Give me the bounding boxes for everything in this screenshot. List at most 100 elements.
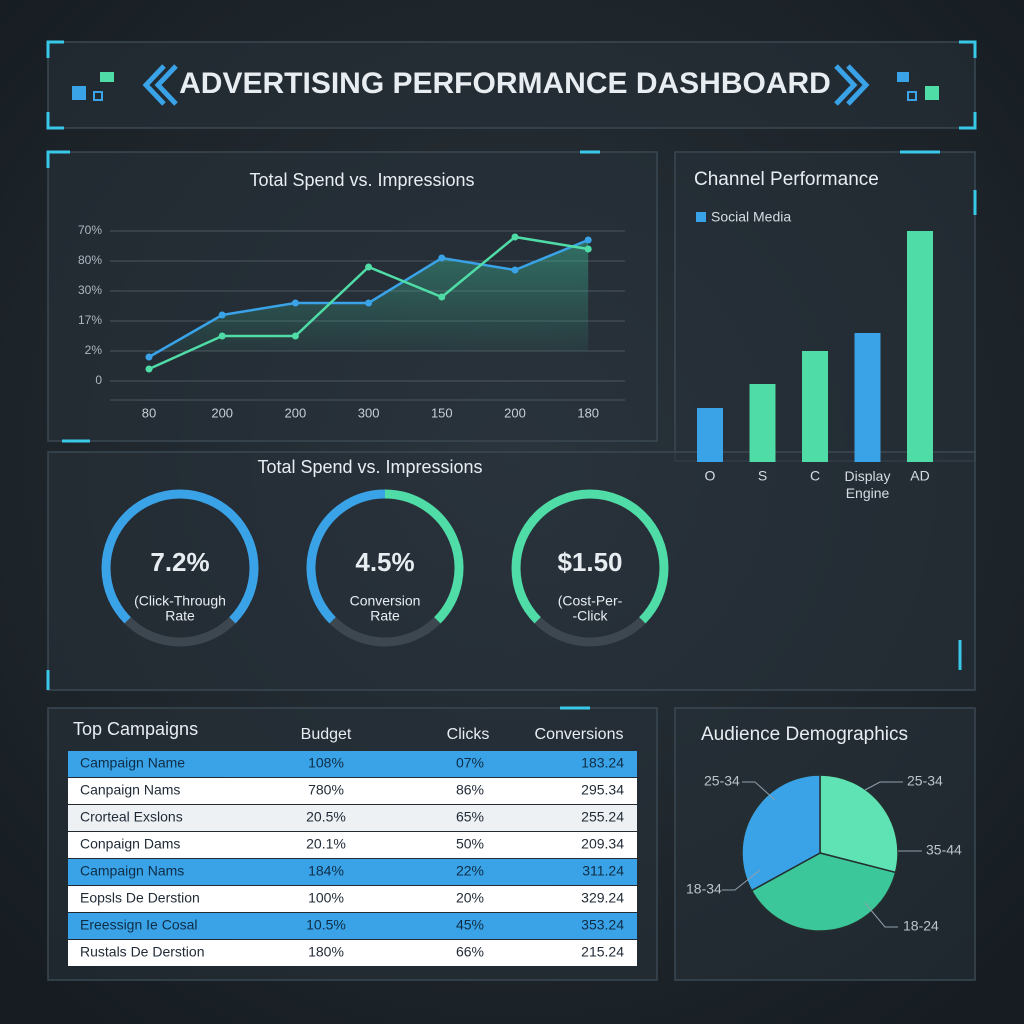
table-row [68,832,637,858]
table-cell: 353.24 [581,917,624,933]
chevron-left [142,64,178,106]
leader-line [722,869,761,891]
pie-slice [750,852,897,932]
line-chart-title: Total Spend vs. Impressions [249,170,474,190]
x-tick-label: 150 [431,405,453,420]
table-cell: 295.34 [581,782,624,798]
x-tick-label: AD [910,468,929,484]
table-row [68,805,637,831]
gauge-arc [306,489,386,624]
table-cell: 184% [308,863,344,879]
bar [749,384,776,462]
table-cell: 22% [456,863,484,879]
table-cell: 20.5% [306,809,346,825]
panel-corners [46,150,977,710]
x-tick-label: 180 [577,405,599,420]
table-cell: 86% [456,782,484,798]
table-header: Clicks [447,726,490,743]
legend-swatch [696,212,706,222]
table-cell: 329.24 [581,890,624,906]
point [365,299,373,307]
x-tick-label: 80 [142,405,156,420]
y-tick-label: 30% [78,283,102,297]
table-cell: 108% [308,755,344,771]
x-tick-label: 200 [211,405,233,420]
pie-annotation: 18-24 [903,918,939,934]
kpi-label: -Click [573,608,609,624]
table-row [68,886,637,912]
point [145,353,153,361]
header-frame [47,41,976,129]
table-cell: 10.5% [306,917,346,933]
point [584,236,592,244]
leader-line [864,781,903,791]
x-tick-label: S [758,468,767,484]
table-cell: Conpaign Dams [80,836,180,852]
table-cell: 20% [456,890,484,906]
bar [907,231,933,462]
table-cell: 209.34 [581,836,624,852]
pie-annotation: 35-44 [926,842,962,858]
icon-right [897,72,939,101]
kpi-panel [47,451,976,691]
point [218,311,226,319]
table-cell: Eopsls De Derstion [80,890,200,906]
leader-line [742,781,776,801]
pie-annotation: 25-34 [907,773,943,789]
table-cell: 65% [456,809,484,825]
leader-line [864,902,898,928]
bar [854,333,881,462]
point [145,365,153,373]
table-row [68,751,637,777]
table-header: Budget [301,726,352,743]
x-tick-label: Display Engine [845,468,891,501]
table-cell: 311.24 [582,863,624,879]
table-cell: Ereessign Ie Cosal [80,917,198,933]
kpi-title: Total Spend vs. Impressions [257,457,482,477]
table-cell: Crorteal Exslons [80,809,183,825]
gauge-arc [511,489,669,624]
icon-left [72,72,114,101]
table-cell: Campaign Nams [80,863,184,879]
bar [697,408,723,462]
table-cell: 50% [456,836,484,852]
bar [802,351,828,462]
x-tick-label: O [705,468,716,484]
header-corners [46,40,977,130]
dashboard-title: ADVERTISING PERFORMANCE DASHBOARD [179,67,831,100]
table-title: Top Campaigns [73,719,198,739]
pie-slice [819,774,899,874]
table-cell: 20.1% [306,836,346,852]
gauge-track [534,617,646,647]
kpi-label: (Click-Through [134,593,226,609]
legend-label: Social Media [711,209,791,225]
table-cell: 66% [456,944,484,960]
point [584,245,592,253]
table-row [68,778,637,804]
x-tick-label: 200 [504,405,526,420]
table-header: Conversions [535,726,624,743]
table-cell: 07% [456,755,484,771]
y-tick-label: 80% [78,253,102,267]
y-tick-label: 2% [85,343,103,357]
point [511,266,519,274]
x-tick-label: 200 [285,405,307,420]
table-row [68,913,637,939]
table-cell: 215.24 [581,944,624,960]
table-cell: Canpaign Nams [80,782,180,798]
table-cell: 180% [308,944,344,960]
area [149,240,589,357]
kpi-value: $1.50 [557,547,622,577]
table-cell: Rustals De Derstion [80,944,205,960]
kpi-label: Rate [370,608,400,624]
table-cell: Campaign Name [80,755,185,771]
gauge-track [124,617,236,647]
pie-annotation: 18-34 [686,881,722,897]
table-cell: 183.24 [581,755,624,771]
y-tick-label: 0 [95,373,102,387]
kpi-value: 7.2% [150,547,209,577]
point [291,299,299,307]
point [291,332,299,340]
pie-chart-title: Audience Demographics [701,724,908,745]
